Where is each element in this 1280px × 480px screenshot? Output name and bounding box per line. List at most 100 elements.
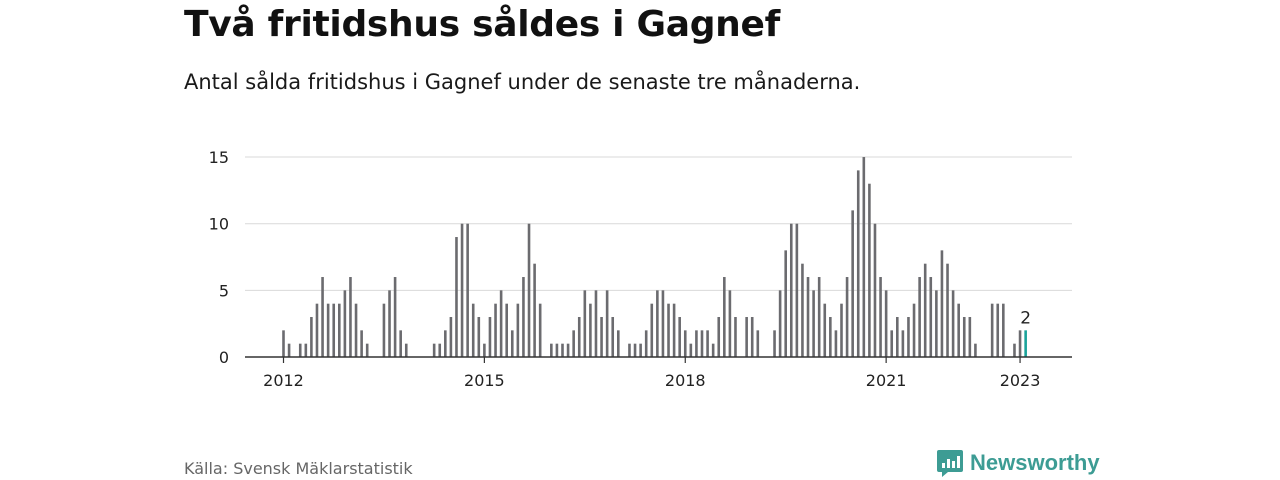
- bar: [929, 277, 933, 357]
- data-label: 2: [1020, 308, 1031, 328]
- bar: [555, 343, 559, 357]
- bar: [628, 343, 631, 357]
- bar: [756, 330, 760, 357]
- bar: [538, 303, 542, 357]
- bar: [298, 343, 302, 357]
- newsworthy-logo-icon: [937, 450, 963, 477]
- bar: [349, 277, 352, 357]
- bar: [840, 303, 843, 357]
- bar: [1002, 303, 1005, 357]
- bar: [890, 330, 894, 357]
- bar: [700, 330, 704, 357]
- bar: [527, 223, 531, 357]
- bar: [471, 303, 475, 357]
- bar: [287, 343, 291, 357]
- bar: [360, 330, 363, 357]
- bar: [879, 277, 882, 357]
- bar: [968, 317, 972, 357]
- bar: [611, 317, 615, 357]
- bar: [946, 263, 949, 357]
- bar: [315, 303, 319, 357]
- bar: [795, 223, 799, 357]
- bar: [477, 317, 481, 357]
- bar: [717, 317, 721, 357]
- bar: [745, 317, 748, 357]
- bar: [812, 290, 815, 357]
- brand-logo[interactable]: Newsworthy: [936, 448, 1100, 478]
- x-tick-label: 2012: [263, 371, 304, 390]
- bar: [499, 290, 503, 357]
- brand-name: Newsworthy: [970, 450, 1100, 475]
- bar: [773, 330, 776, 357]
- bar: [750, 317, 754, 357]
- bar: [734, 317, 737, 357]
- bar: [365, 343, 369, 357]
- bar: [901, 330, 905, 357]
- page-subtitle: Antal sålda fritidshus i Gagnef under de…: [184, 70, 861, 94]
- bar: [282, 330, 285, 357]
- y-tick-label: 15: [209, 148, 229, 167]
- bar: [572, 330, 575, 357]
- y-axis-ticks: 0 5 10 15: [209, 148, 229, 367]
- bar: [678, 317, 681, 357]
- bar: [912, 303, 916, 357]
- bar: [656, 290, 659, 357]
- bar: [326, 303, 330, 357]
- x-tick-label: 2021: [866, 371, 907, 390]
- bar: [728, 290, 732, 357]
- bar: [1018, 330, 1022, 357]
- bar: [884, 290, 888, 357]
- bar: [449, 317, 453, 357]
- bar: [851, 210, 854, 357]
- bar: [304, 343, 308, 357]
- bar: [873, 223, 877, 357]
- bar: [907, 317, 910, 357]
- x-axis-ticks: 2012 2015 2018 2021 2023: [263, 357, 1040, 390]
- bar: [483, 343, 486, 357]
- bar: [789, 223, 793, 357]
- bar: [460, 223, 464, 357]
- bar: [672, 303, 676, 357]
- bar-chart: 0 5 10 15 2 2012 2015 2018 2021 2023: [209, 148, 1072, 390]
- bar: [856, 170, 860, 357]
- bar: [845, 277, 849, 357]
- y-tick-label: 5: [219, 281, 229, 300]
- bar: [343, 290, 347, 357]
- bar: [399, 330, 402, 357]
- bar: [432, 343, 436, 357]
- bar: [388, 290, 391, 357]
- bar: [639, 343, 642, 357]
- bar: [488, 317, 492, 357]
- bar: [923, 263, 927, 357]
- bar: [404, 343, 408, 357]
- bar: [951, 290, 955, 357]
- bar: [505, 303, 508, 357]
- bar: [510, 330, 514, 357]
- bar: [806, 277, 810, 357]
- bar: [695, 330, 698, 357]
- bar: [566, 343, 570, 357]
- bars: [282, 157, 1027, 357]
- bar: [617, 330, 620, 357]
- bar: [589, 303, 592, 357]
- bar: [393, 277, 397, 357]
- bar: [516, 303, 520, 357]
- bar: [784, 250, 787, 357]
- bar: [633, 343, 637, 357]
- bar: [494, 303, 497, 357]
- bar: [935, 290, 938, 357]
- source-note: Källa: Svensk Mäklarstatistik: [184, 459, 413, 478]
- bar: [310, 317, 313, 357]
- bar: [332, 303, 336, 357]
- bar: [896, 317, 899, 357]
- bar: [583, 290, 587, 357]
- bar: [868, 183, 871, 357]
- bar: [990, 303, 994, 357]
- bar: [778, 290, 782, 357]
- y-tick-label: 0: [219, 348, 229, 367]
- bar: [683, 330, 687, 357]
- bar: [801, 263, 804, 357]
- bar: [862, 157, 866, 357]
- bar: [650, 303, 654, 357]
- bar: [594, 290, 598, 357]
